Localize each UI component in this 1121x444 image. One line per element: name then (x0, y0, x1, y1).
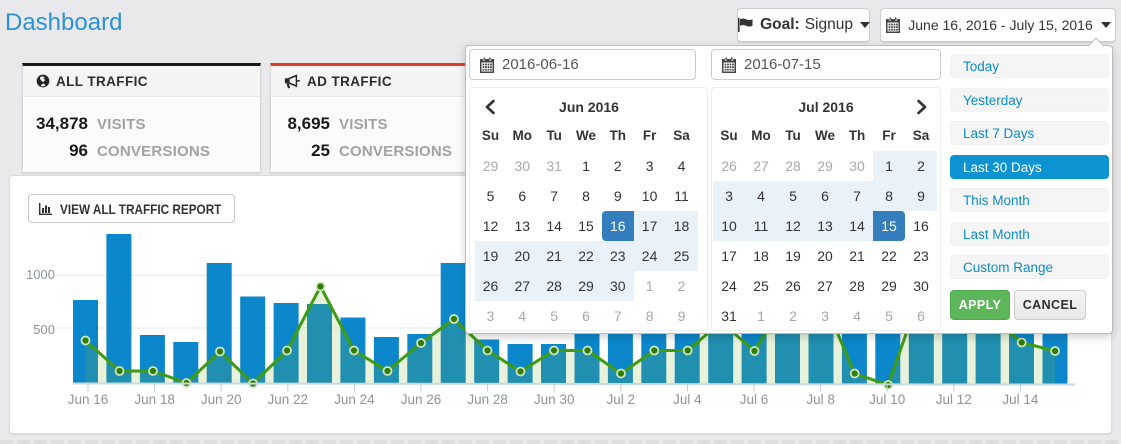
svg-text:Jul 6: Jul 6 (740, 392, 769, 407)
svg-text:Jun 22: Jun 22 (268, 392, 309, 407)
svg-text:Jun 20: Jun 20 (201, 392, 242, 407)
svg-text:Jul 12: Jul 12 (936, 392, 972, 407)
svg-text:Jun 24: Jun 24 (334, 392, 375, 407)
svg-text:1000: 1000 (26, 267, 55, 282)
svg-text:Jun 18: Jun 18 (134, 392, 175, 407)
svg-text:Jul 8: Jul 8 (806, 392, 835, 407)
svg-text:Jul 4: Jul 4 (673, 392, 702, 407)
svg-text:500: 500 (33, 322, 55, 337)
svg-text:Jul 14: Jul 14 (1002, 392, 1039, 407)
svg-text:Jun 28: Jun 28 (467, 392, 508, 407)
svg-text:Jun 30: Jun 30 (534, 392, 575, 407)
svg-text:Jun 26: Jun 26 (401, 392, 442, 407)
svg-text:Jun 16: Jun 16 (68, 392, 109, 407)
svg-text:Jul 2: Jul 2 (607, 392, 636, 407)
svg-text:Jul 10: Jul 10 (869, 392, 905, 407)
